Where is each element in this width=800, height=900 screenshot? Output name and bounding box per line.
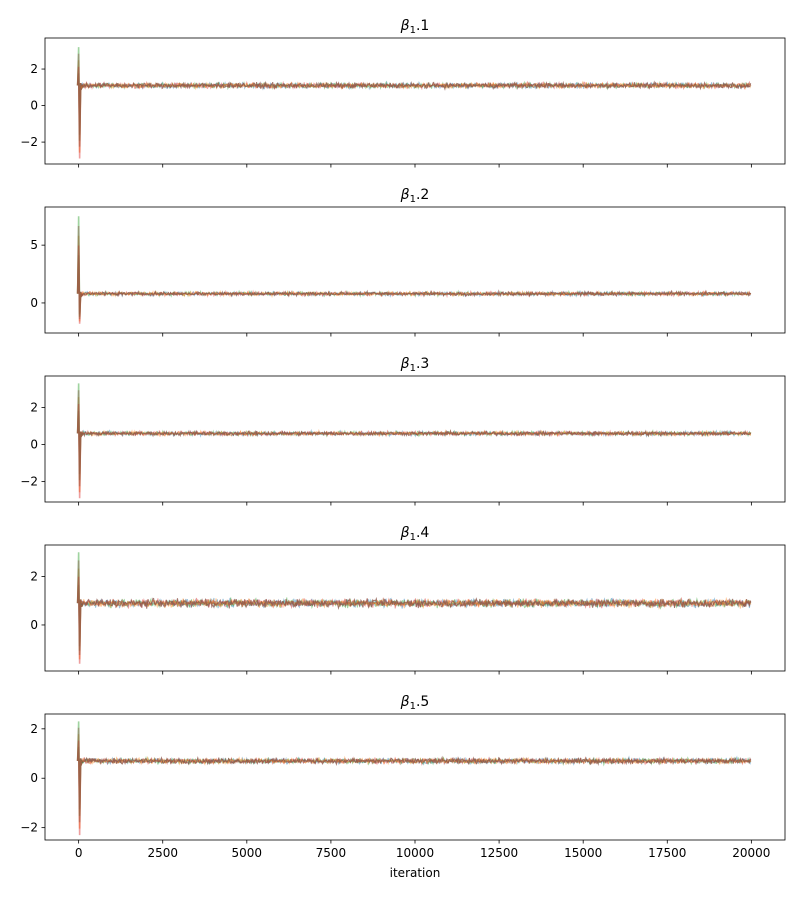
- x-tick-label: 20000: [732, 846, 770, 860]
- burn-in-chain-2: [76, 734, 84, 829]
- trace-chain-5: [81, 596, 752, 611]
- y-tick-label: 0: [30, 99, 38, 113]
- x-tick-label: 17500: [648, 846, 686, 860]
- y-tick-label: 0: [30, 618, 38, 632]
- burn-in-chain-5: [76, 390, 84, 487]
- axes-frame: [44, 375, 786, 503]
- trace-lines: [76, 383, 752, 499]
- burn-in-chain-3: [76, 552, 84, 651]
- burn-in-chain-1: [76, 584, 84, 647]
- burn-in-chain-1: [76, 410, 84, 475]
- subplot-3: −2 0 2 β1.3: [20, 356, 786, 506]
- subplot-title: β1.5: [400, 694, 430, 712]
- x-tick-label: 12500: [480, 846, 518, 860]
- y-tick-label: 5: [30, 238, 38, 252]
- trace-lines: [76, 721, 752, 836]
- subplot-2: 0 5 β1.2: [30, 187, 786, 337]
- trace-lines: [76, 47, 752, 159]
- subplot-1: −2 0 2 β1.1: [20, 18, 786, 168]
- trace-chain-5: [81, 289, 752, 298]
- burn-in-chain-5: [76, 727, 84, 823]
- y-tick-label: −2: [20, 475, 38, 489]
- x-tick-label: 0: [75, 846, 83, 860]
- burn-in-chain-1: [76, 746, 84, 810]
- axes-frame: [44, 713, 786, 841]
- burn-in-chain-4: [76, 404, 84, 499]
- burn-in-chain-5: [76, 560, 84, 656]
- burn-in-chain-3: [76, 383, 84, 481]
- subplot-title: β1.2: [400, 187, 430, 205]
- y-tick-label: 2: [30, 722, 38, 736]
- burn-in-chain-3: [76, 721, 84, 816]
- trace-chain-5: [81, 755, 752, 766]
- x-tick-label: 2500: [147, 846, 178, 860]
- x-axis-label: iteration: [390, 866, 441, 880]
- axes-frame: [44, 37, 786, 165]
- y-tick-label: 2: [30, 570, 38, 584]
- burn-in-chain-5: [76, 53, 84, 147]
- trace-chain-5: [81, 428, 752, 438]
- trace-lines: [76, 552, 752, 664]
- y-tick-label: 2: [30, 401, 38, 415]
- burn-in-chain-1: [76, 73, 84, 135]
- trace-chain-5: [81, 80, 752, 91]
- subplot-5: −2 0 2 0 2500 5000 7500 10000 12500 15000 17500 200…: [20, 694, 786, 860]
- burn-in-chain-3: [76, 47, 84, 141]
- x-tick-label: 10000: [396, 846, 434, 860]
- x-tick-label: 7500: [316, 846, 347, 860]
- y-tick-label: −2: [20, 821, 38, 835]
- axes-frame: [44, 544, 786, 672]
- burn-in-chain-4: [76, 576, 84, 664]
- x-tick-label: 15000: [564, 846, 602, 860]
- y-tick-label: 0: [30, 771, 38, 785]
- subplot-title: β1.4: [400, 525, 430, 543]
- burn-in-chain-4: [76, 740, 84, 836]
- trace-lines: [76, 216, 752, 324]
- y-tick-label: −2: [20, 135, 38, 149]
- subplot-title: β1.3: [400, 356, 430, 374]
- burn-in-chain-2: [76, 60, 84, 153]
- burn-in-chain-2: [76, 397, 84, 493]
- subplot-4: 0 2 β1.4: [30, 525, 786, 675]
- y-tick-label: 0: [30, 438, 38, 452]
- burn-in-chain-5: [76, 225, 84, 320]
- x-tick-label: 5000: [232, 846, 263, 860]
- axes-frame: [44, 206, 786, 334]
- burn-in-chain-2: [76, 568, 84, 660]
- subplot-title: β1.1: [400, 18, 430, 36]
- y-tick-label: 2: [30, 62, 38, 76]
- burn-in-chain-4: [76, 66, 84, 159]
- y-tick-label: 0: [30, 296, 38, 310]
